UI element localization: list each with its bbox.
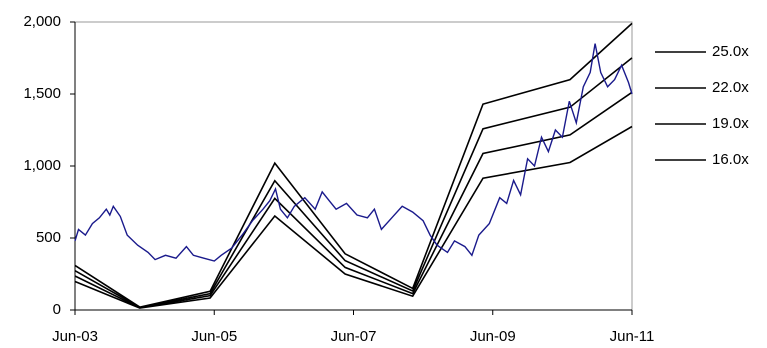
y-tick-label: 2,000 xyxy=(23,13,61,30)
y-tick-label: 1,000 xyxy=(23,157,61,174)
x-tick-label: Jun-03 xyxy=(52,328,98,345)
band-line xyxy=(74,57,633,309)
band-line xyxy=(74,22,633,308)
legend-label: 16.0x xyxy=(712,151,749,168)
x-tick-label: Jun-05 xyxy=(191,328,237,345)
legend-label: 25.0x xyxy=(712,43,749,60)
legend-label: 22.0x xyxy=(712,79,749,96)
y-tick-label: 500 xyxy=(36,229,61,246)
legend-label: 19.0x xyxy=(712,115,749,132)
y-tick-label: 1,500 xyxy=(23,85,61,102)
y-tick-label: 0 xyxy=(53,301,61,318)
x-tick-label: Jun-07 xyxy=(331,328,377,345)
band-line xyxy=(74,91,633,309)
index-line xyxy=(74,43,633,262)
x-tick-label: Jun-11 xyxy=(610,328,655,345)
x-tick-label: Jun-09 xyxy=(470,328,516,345)
band-line xyxy=(74,125,633,309)
